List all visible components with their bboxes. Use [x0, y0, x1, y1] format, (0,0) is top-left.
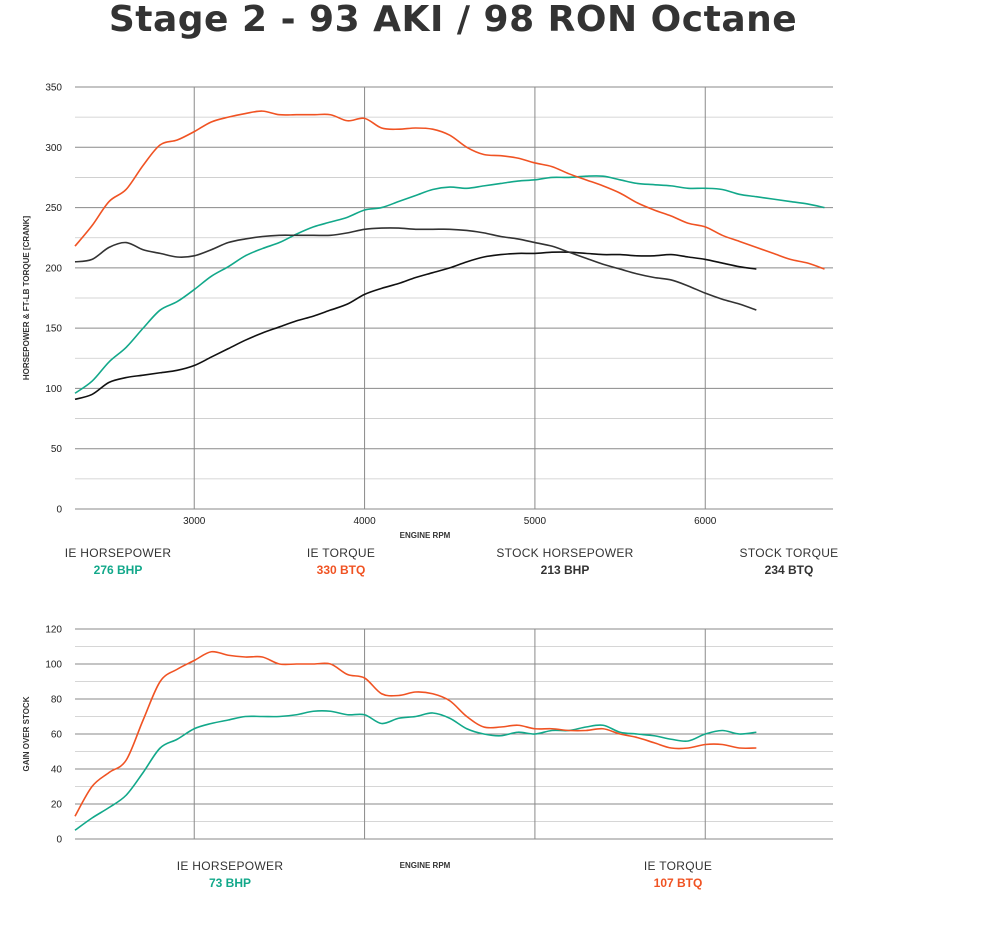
series-line-ie-torque: [74, 650, 757, 817]
y-tick-label: 200: [45, 263, 62, 274]
page-title: Stage 2 - 93 AKI / 98 RON Octane: [108, 0, 798, 40]
legend-name: IE TORQUE: [643, 859, 713, 873]
x-axis-label: ENGINE RPM: [400, 861, 451, 870]
y-tick-label: 50: [51, 444, 63, 455]
x-axis-label: ENGINE RPM: [400, 531, 451, 540]
x-tick-label: 5000: [524, 516, 547, 527]
legend-value: 276 BHP: [93, 563, 143, 577]
legend-name: STOCK HORSEPOWER: [496, 546, 634, 560]
legend-main-ie-hp: IE HORSEPOWER 276 BHP: [58, 546, 178, 577]
y-tick-label: 20: [51, 800, 63, 811]
y-tick-label: 0: [56, 505, 62, 516]
main-power-chart: 0 50 100 150 200 250 300 350 3000 4000 5000 6000 ENG…: [22, 83, 833, 540]
legend-value: 73 BHP: [208, 876, 252, 890]
y-tick-label: 100: [45, 384, 62, 395]
legend-name: IE HORSEPOWER: [176, 859, 284, 873]
series-line-stock-torque: [74, 227, 757, 311]
y-axis-label: HORSEPOWER & FT-LB TORQUE [CRANK]: [22, 216, 31, 381]
legend-value: 234 BTQ: [764, 563, 814, 577]
y-axis-label: GAIN OVER STOCK: [22, 696, 31, 771]
x-tick-label: 6000: [694, 516, 717, 527]
y-tick-label: 60: [51, 730, 63, 741]
legend-gain-ie-tq: IE TORQUE 107 BTQ: [618, 859, 738, 890]
legend-value: 107 BTQ: [653, 876, 703, 890]
series-line-ie-horsepower: [74, 710, 757, 831]
legend-name: IE TORQUE: [306, 546, 376, 560]
series-line-stock-horsepower: [74, 251, 757, 401]
y-tick-label: 250: [45, 203, 62, 214]
y-tick-label: 120: [45, 625, 62, 636]
y-tick-label: 80: [51, 695, 63, 706]
legend-value: 213 BHP: [540, 563, 590, 577]
legend-main-ie-tq: IE TORQUE 330 BTQ: [281, 546, 401, 577]
legend-main-stock-tq: STOCK TORQUE 234 BTQ: [734, 546, 844, 577]
y-tick-label: 100: [45, 660, 62, 671]
y-tick-label: 150: [45, 324, 62, 335]
legend-name: IE HORSEPOWER: [64, 546, 172, 560]
legend-value: 330 BTQ: [316, 563, 366, 577]
series-line-ie-horsepower: [74, 175, 825, 394]
y-tick-label: 300: [45, 143, 62, 154]
legend-name: STOCK TORQUE: [739, 546, 839, 560]
y-tick-label: 350: [45, 83, 62, 94]
legend-main-stock-hp: STOCK HORSEPOWER 213 BHP: [490, 546, 640, 577]
legend-gain-ie-hp: IE HORSEPOWER 73 BHP: [170, 859, 290, 890]
y-tick-label: 0: [56, 835, 62, 846]
x-tick-label: 4000: [353, 516, 376, 527]
y-tick-label: 40: [51, 765, 63, 776]
series-line-ie-torque: [74, 110, 825, 270]
x-tick-label: 3000: [183, 516, 206, 527]
